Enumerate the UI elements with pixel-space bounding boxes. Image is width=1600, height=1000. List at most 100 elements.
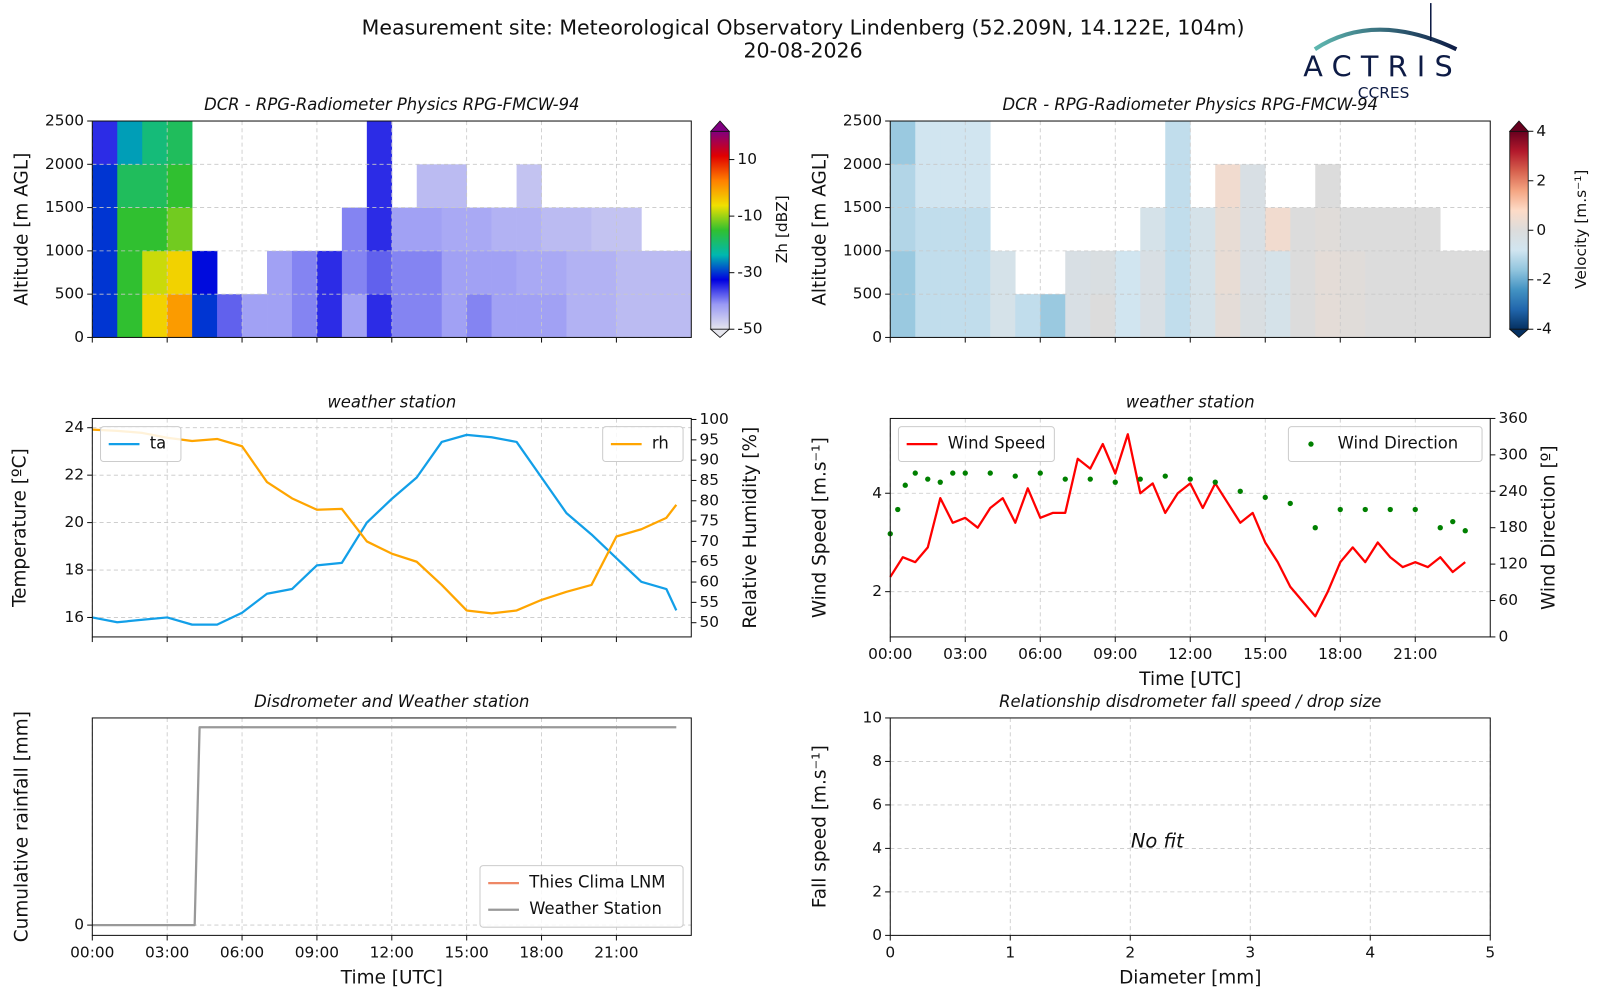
heat-cell (491, 207, 517, 252)
y-tick-label: 0 (74, 916, 84, 934)
heat-cell (1290, 250, 1316, 295)
colorbar-tick-label: -2 (1536, 270, 1551, 288)
heat-cell (566, 250, 592, 295)
heat-cell (1465, 250, 1491, 295)
y2-tick-label: 70 (699, 532, 719, 550)
heat-cell (1215, 294, 1241, 338)
heat-cell (1340, 250, 1366, 295)
y-tick-label: 10 (862, 708, 882, 726)
data-point (1087, 476, 1093, 482)
data-point (987, 470, 993, 476)
y2-axis-label: Wind Direction [º] (1539, 445, 1560, 610)
heat-cell (117, 121, 143, 165)
heat-cell (1140, 294, 1166, 338)
heat-cell (890, 121, 916, 165)
y-tick-label: 1500 (843, 198, 882, 216)
heat-cell (466, 294, 492, 338)
heat-cell (940, 121, 966, 165)
x-tick-label: 5 (1485, 943, 1495, 961)
heat-cell (1465, 294, 1491, 338)
legend: Wind Speed (897, 426, 1055, 463)
heat-cell (915, 250, 941, 295)
heat-cell (167, 294, 193, 338)
main-title: Measurement site: Meteorological Observa… (362, 16, 1245, 40)
heat-cell (516, 164, 542, 208)
heat-cell (441, 294, 467, 338)
heat-cell (1440, 250, 1466, 295)
heat-cell (1240, 250, 1266, 295)
y2-tick-label: 50 (699, 613, 719, 631)
heat-cell (591, 294, 617, 338)
logo: ACTRIS CCRES (1303, 3, 1458, 102)
heat-cell (391, 207, 418, 252)
heat-cell (1215, 164, 1241, 208)
heat-cell (167, 164, 193, 208)
heat-cell (890, 164, 916, 208)
heat-cell (291, 250, 318, 295)
y-tick-label: 4 (872, 484, 882, 502)
heat-cell (1115, 294, 1141, 338)
y2-tick-label: 95 (699, 430, 719, 448)
heat-cell (117, 207, 143, 252)
y-tick-label: 1000 (45, 241, 84, 259)
heat-cell (1265, 207, 1291, 252)
heat-cell (965, 250, 991, 295)
heat-cell (92, 121, 118, 165)
heat-cell (1190, 294, 1216, 338)
data-line (92, 726, 677, 927)
legend-box (100, 426, 182, 463)
colorbar-tick-label: -4 (1536, 320, 1551, 338)
heat-cell (1315, 294, 1341, 338)
y-axis-label: Temperature [ºC] (10, 448, 31, 608)
heat-cell (466, 250, 492, 295)
heat-cell (566, 207, 592, 252)
data-point (1212, 479, 1218, 485)
data-line (92, 428, 678, 615)
y-tick-label: 24 (65, 418, 85, 436)
data-point (962, 470, 968, 476)
y-axis-label: Altitude [m AGL] (12, 153, 33, 306)
heat-cell (1140, 207, 1166, 252)
legend: rh (602, 426, 684, 463)
legend-label: ta (150, 434, 166, 453)
heat-cell (990, 250, 1016, 295)
y2-axis-label: Relative Humidity [%] (740, 427, 761, 629)
heat-cell (142, 294, 168, 338)
heat-cell (117, 164, 143, 208)
panel-title: weather station (1126, 393, 1255, 412)
y-tick-label: 16 (65, 608, 85, 626)
panel-title: DCR - RPG-Radiometer Physics RPG-FMCW-94 (1003, 95, 1378, 114)
heat-cell (1090, 250, 1116, 295)
data-point (1287, 500, 1293, 507)
y2-tick-label: 120 (1498, 555, 1527, 573)
y-tick-label: 0 (872, 926, 882, 944)
data-point (1412, 506, 1418, 513)
colorbar-tick-label: 2 (1536, 171, 1546, 189)
heat-cell (117, 294, 143, 338)
heat-cell (92, 164, 118, 208)
y2-tick-label: 0 (1498, 627, 1508, 645)
heat-cell (1315, 207, 1341, 252)
heat-cell (616, 207, 642, 252)
x-tick-label: 00:00 (868, 645, 912, 663)
colorbar-label: Velocity [m.s⁻¹] (1572, 170, 1590, 289)
heat-cell (1140, 250, 1166, 295)
data-point (1387, 506, 1393, 513)
x-tick-label: 09:00 (1093, 645, 1137, 663)
colorbar-tick-label: -10 (737, 207, 762, 225)
heat-cell (1415, 250, 1441, 295)
heat-cell (1390, 250, 1416, 295)
plot-frame (91, 120, 692, 338)
colorbar-tick-label: -30 (737, 263, 762, 281)
y-tick-label: 6 (872, 795, 882, 813)
heat-cell (1240, 207, 1266, 252)
heat-cell (192, 250, 218, 295)
legend-label: rh (652, 434, 669, 453)
legend: Wind Direction (1287, 426, 1483, 463)
heat-cell (167, 207, 193, 252)
heat-cell (516, 250, 542, 295)
data-point (937, 479, 943, 485)
heat-cell (391, 250, 418, 295)
heat-cell (890, 250, 916, 295)
heat-cell (1365, 294, 1391, 338)
